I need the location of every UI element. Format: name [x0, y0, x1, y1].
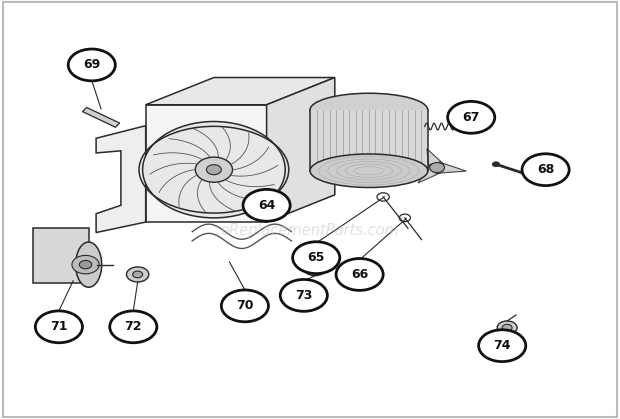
Text: 71: 71	[50, 320, 68, 334]
Circle shape	[479, 330, 526, 362]
Circle shape	[206, 165, 221, 175]
Text: 64: 64	[258, 199, 275, 212]
Text: 74: 74	[494, 339, 511, 352]
Text: 72: 72	[125, 320, 142, 334]
Circle shape	[126, 267, 149, 282]
Polygon shape	[146, 78, 335, 105]
Polygon shape	[82, 107, 120, 127]
Circle shape	[293, 242, 340, 274]
Polygon shape	[146, 105, 267, 222]
Circle shape	[522, 154, 569, 186]
Polygon shape	[436, 162, 466, 173]
Circle shape	[195, 157, 232, 182]
Text: 69: 69	[83, 58, 100, 72]
Circle shape	[448, 101, 495, 133]
Ellipse shape	[502, 324, 512, 331]
Circle shape	[492, 162, 500, 167]
Text: 65: 65	[308, 251, 325, 264]
Circle shape	[143, 122, 285, 218]
Ellipse shape	[310, 154, 428, 187]
Circle shape	[310, 265, 320, 272]
Polygon shape	[427, 149, 445, 170]
Circle shape	[304, 261, 326, 276]
Ellipse shape	[310, 93, 428, 127]
Bar	[33, 228, 89, 283]
Polygon shape	[418, 164, 444, 183]
Circle shape	[280, 279, 327, 311]
Circle shape	[79, 261, 92, 269]
Ellipse shape	[497, 321, 517, 334]
Polygon shape	[96, 126, 146, 233]
Circle shape	[35, 311, 82, 343]
Ellipse shape	[76, 242, 102, 287]
Bar	[310, 110, 428, 171]
Circle shape	[336, 259, 383, 290]
Circle shape	[536, 176, 543, 181]
Text: 66: 66	[351, 268, 368, 281]
Text: 73: 73	[295, 289, 312, 302]
Text: 68: 68	[537, 163, 554, 176]
Circle shape	[430, 163, 445, 173]
Circle shape	[68, 49, 115, 81]
Circle shape	[72, 256, 99, 274]
Circle shape	[133, 271, 143, 278]
Polygon shape	[267, 78, 335, 222]
Text: eReplacementParts.com: eReplacementParts.com	[221, 223, 399, 238]
Text: 70: 70	[236, 299, 254, 313]
Circle shape	[110, 311, 157, 343]
Circle shape	[221, 290, 268, 322]
Circle shape	[243, 189, 290, 221]
Text: 67: 67	[463, 111, 480, 124]
